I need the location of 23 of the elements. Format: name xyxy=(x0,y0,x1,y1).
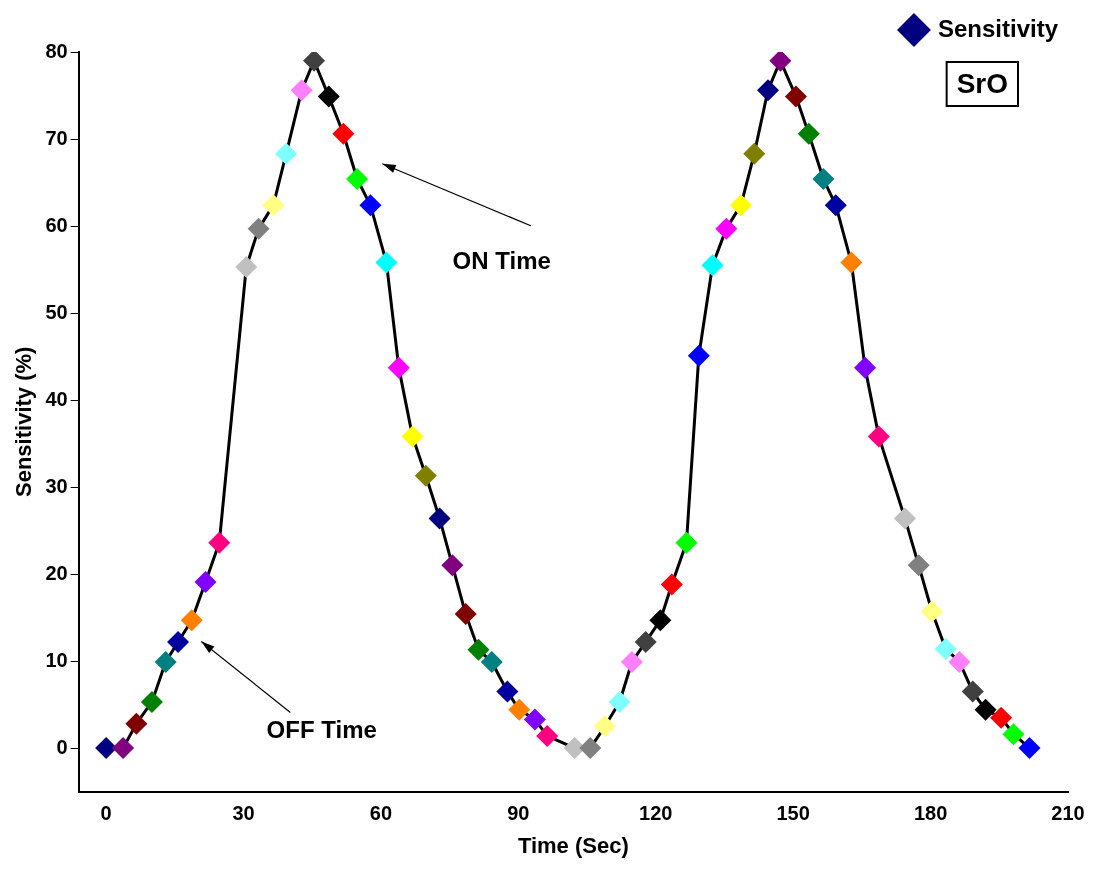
x-tick-label: 90 xyxy=(507,802,530,825)
x-tick-label: 60 xyxy=(369,802,393,825)
legend-label: Sensitivity xyxy=(937,14,1059,42)
y-tick-label: 70 xyxy=(45,126,68,149)
x-axis-title: Time (Sec) xyxy=(517,832,629,858)
annotation: OFF Time xyxy=(266,716,377,744)
y-tick-label: 30 xyxy=(45,474,68,497)
x-tick-label: 120 xyxy=(639,802,673,825)
y-tick-label: 0 xyxy=(56,735,68,758)
x-tick-label: 180 xyxy=(913,802,948,825)
y-tick-label: 80 xyxy=(45,39,68,62)
x-tick-label: 0 xyxy=(100,802,112,825)
y-axis-title: Sensitivity (%) xyxy=(11,346,37,497)
y-tick-label: 10 xyxy=(45,648,68,671)
y-tick-label: 60 xyxy=(45,213,68,236)
x-tick-label: 210 xyxy=(1051,802,1085,825)
annotation: ON Time xyxy=(452,246,551,274)
y-tick-label: 50 xyxy=(45,300,68,323)
y-tick-label: 20 xyxy=(45,561,68,584)
x-tick-label: 30 xyxy=(232,802,255,825)
annotation: SrO xyxy=(956,67,1009,99)
y-tick-label: 40 xyxy=(45,387,68,410)
x-tick-label: 150 xyxy=(776,802,810,825)
